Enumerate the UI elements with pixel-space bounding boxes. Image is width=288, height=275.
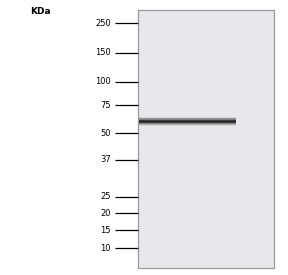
Bar: [139, 123, 236, 124]
Text: 100: 100: [95, 77, 111, 86]
Bar: [138, 10, 274, 268]
Text: 150: 150: [95, 48, 111, 57]
Text: 25: 25: [101, 192, 111, 201]
Text: 75: 75: [100, 101, 111, 110]
Bar: [139, 124, 236, 125]
Bar: [139, 118, 236, 119]
Bar: [139, 122, 236, 123]
Text: 20: 20: [101, 209, 111, 218]
Text: 15: 15: [101, 226, 111, 235]
Text: 37: 37: [100, 155, 111, 164]
Text: 10: 10: [101, 244, 111, 252]
Bar: [139, 121, 236, 122]
Bar: [139, 117, 236, 118]
Bar: [139, 125, 236, 126]
Text: 50: 50: [101, 129, 111, 138]
Bar: [139, 120, 236, 121]
Bar: [139, 119, 236, 120]
Bar: [138, 10, 274, 268]
Text: 250: 250: [95, 19, 111, 28]
Text: KDa: KDa: [30, 7, 51, 16]
